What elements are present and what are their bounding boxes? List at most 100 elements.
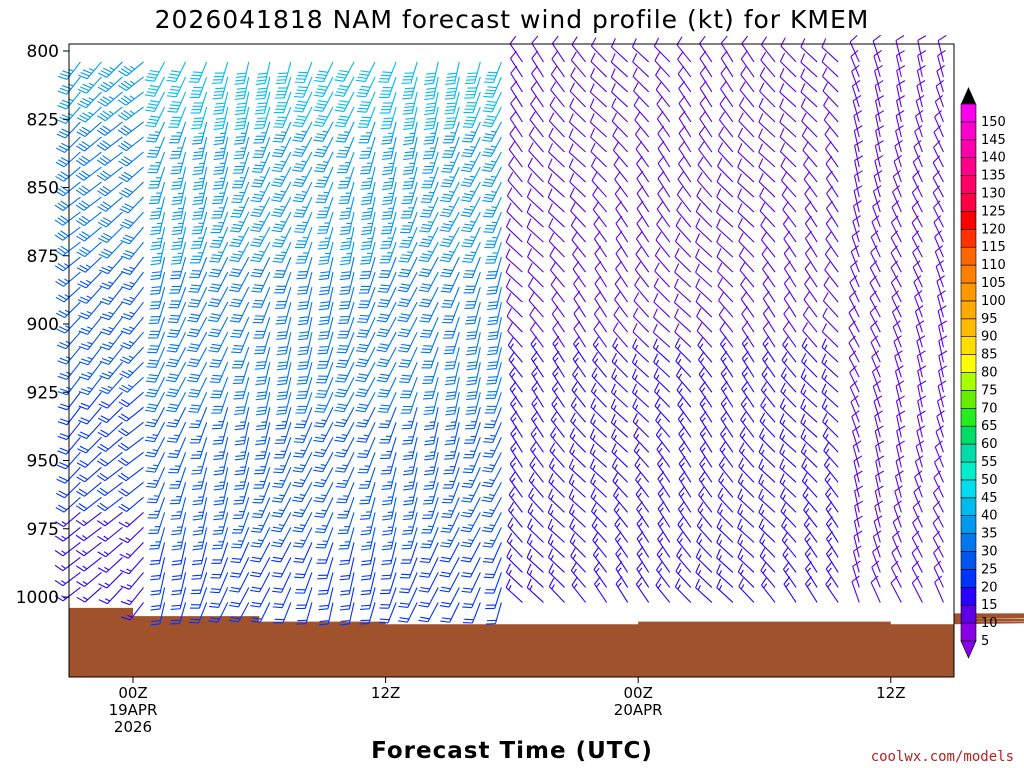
terrain-fill: [69, 607, 1024, 677]
barb-flag: [60, 403, 70, 408]
barb-staff: [65, 331, 81, 350]
barb-half-flag: [301, 175, 307, 178]
barb-staff: [178, 271, 187, 294]
barb-flag: [151, 274, 161, 277]
barb-flag: [150, 574, 161, 577]
barb-flag: [252, 542, 262, 545]
barb-staff: [408, 362, 418, 383]
barb-staff: [449, 181, 460, 203]
wind-barb: [117, 421, 144, 437]
barb-flag: [445, 424, 456, 427]
barb-flag: [99, 443, 109, 450]
wind-barb: [166, 61, 187, 83]
barb-flag: [379, 358, 390, 362]
barb-flag: [79, 100, 89, 106]
barb-flag: [235, 469, 245, 472]
barb-staff: [490, 482, 502, 503]
barb-flag: [232, 543, 242, 546]
barb-half-flag: [130, 65, 135, 70]
barb-flag: [548, 232, 555, 242]
barb-flag: [318, 608, 328, 611]
barb-flag: [590, 413, 596, 423]
barb-flag: [530, 336, 538, 345]
barb-flag: [278, 361, 288, 364]
barb-flag: [194, 181, 204, 184]
barb-flag: [148, 403, 158, 407]
barb-flag: [592, 532, 599, 541]
barb-flag: [273, 226, 283, 230]
wind-barb: [550, 276, 565, 303]
barb-staff: [304, 241, 313, 264]
barb-flag: [460, 199, 471, 203]
barb-flag: [442, 238, 453, 241]
barb-flag: [336, 467, 347, 470]
barb-flag: [59, 433, 70, 438]
wind-barb: [487, 317, 502, 341]
barb-half-flag: [104, 598, 111, 602]
wind-barb: [380, 226, 397, 249]
barb-flag: [102, 140, 111, 147]
barb-staff: [552, 373, 565, 393]
barb-staff: [615, 268, 629, 288]
barb-flag: [382, 225, 393, 228]
barb-flag: [118, 521, 128, 528]
barb-staff: [594, 583, 608, 603]
barb-flag: [97, 86, 107, 93]
barb-flag: [320, 286, 330, 289]
wind-barb: [612, 127, 629, 153]
barb-staff: [448, 211, 460, 232]
barb-flag: [317, 179, 328, 182]
barb-staff: [104, 496, 123, 512]
barb-half-flag: [637, 492, 642, 498]
barb-staff: [654, 255, 671, 273]
barb-flag: [173, 211, 183, 214]
barb-flag: [424, 443, 434, 446]
barb-flag: [292, 124, 303, 128]
barb-staff: [431, 362, 439, 384]
barb-staff: [83, 511, 102, 527]
barb-staff: [635, 479, 650, 498]
barb-flag: [377, 290, 388, 293]
wind-barb: [486, 347, 502, 370]
barb-staff: [84, 226, 102, 242]
barb-staff: [285, 317, 292, 339]
wind-barb: [275, 61, 292, 85]
barb-flag: [377, 346, 388, 350]
wind-barb: [460, 151, 481, 173]
wind-barb: [462, 241, 481, 263]
wind-barb: [318, 602, 334, 626]
wind-barb: [272, 121, 292, 143]
wind-barb: [207, 301, 229, 323]
barb-flag: [76, 581, 85, 587]
barb-flag: [271, 229, 282, 233]
barb-flag: [253, 193, 264, 197]
barb-staff: [551, 58, 565, 78]
barb-half-flag: [572, 434, 576, 440]
barb-flag: [632, 413, 638, 423]
barb-flag: [256, 409, 267, 412]
barb-flag: [166, 440, 177, 443]
barb-flag: [230, 601, 241, 605]
wind-barb: [118, 391, 144, 408]
barb-flag: [401, 359, 411, 362]
barb-staff: [344, 467, 355, 488]
wind-barb: [76, 466, 102, 483]
wind-barb: [508, 141, 523, 168]
barb-flag: [403, 142, 413, 146]
barb-flag: [589, 98, 595, 108]
barb-flag: [548, 112, 555, 122]
barb-staff: [526, 542, 544, 558]
barb-staff: [180, 181, 187, 204]
barb-flag: [97, 100, 106, 107]
barb-staff: [343, 437, 355, 458]
barb-staff: [159, 557, 166, 579]
wind-barb: [250, 587, 271, 608]
barb-flag: [123, 156, 133, 163]
barb-flag: [298, 319, 309, 322]
barb-half-flag: [552, 433, 557, 439]
barb-half-flag: [490, 145, 497, 148]
barb-half-flag: [510, 358, 515, 363]
barb-flag: [399, 617, 410, 620]
barb-flag: [548, 143, 554, 153]
barb-staff: [222, 151, 229, 174]
